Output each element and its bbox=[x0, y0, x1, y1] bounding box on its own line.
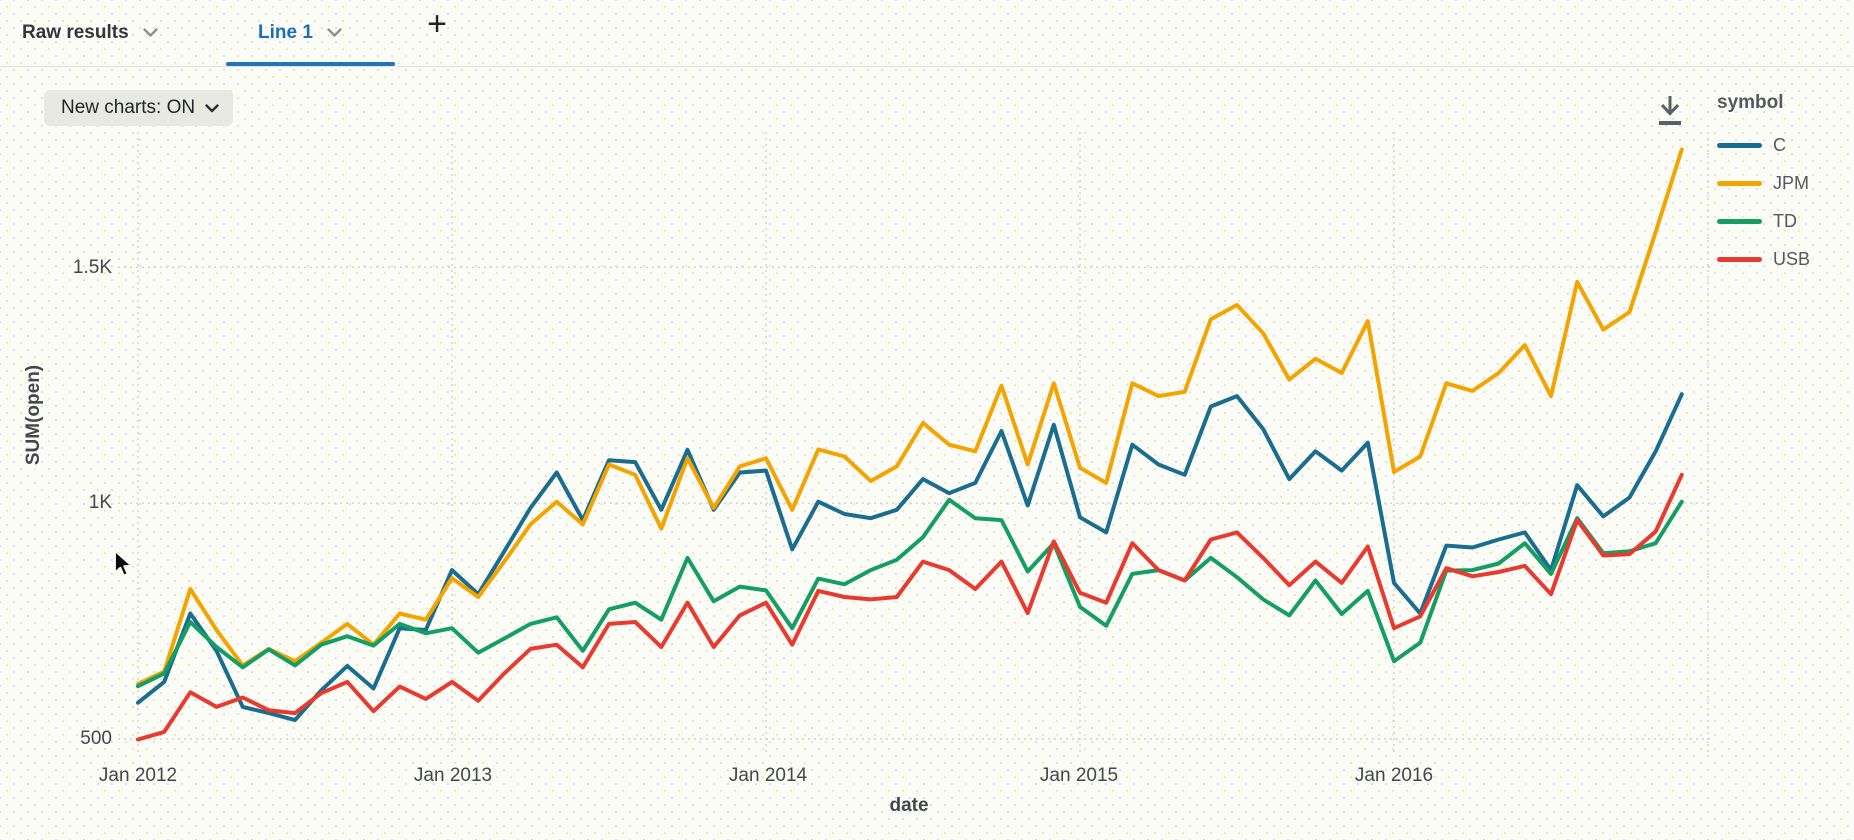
chevron-down-icon[interactable] bbox=[142, 22, 158, 44]
x-axis-title: date bbox=[889, 795, 929, 816]
add-tab-button[interactable]: + bbox=[420, 7, 454, 41]
legend-item-jpm[interactable]: JPM bbox=[1717, 172, 1847, 195]
x-axis-tick: Jan 2015 bbox=[1039, 765, 1119, 786]
legend-title: symbol bbox=[1717, 92, 1784, 113]
tab-line-1-label: Line 1 bbox=[258, 22, 313, 43]
x-axis-tick: Jan 2014 bbox=[728, 765, 808, 786]
y-axis-tick: 1K bbox=[88, 492, 112, 513]
tab-line-1[interactable]: Line 1 bbox=[258, 0, 342, 66]
y-axis-tick: 500 bbox=[80, 728, 112, 749]
chart-legend: symbol C JPM TD USB bbox=[1717, 92, 1847, 286]
legend-item-label: USB bbox=[1773, 249, 1811, 269]
x-axis-tick: Jan 2012 bbox=[98, 765, 178, 786]
x-axis-tick: Jan 2013 bbox=[413, 765, 493, 786]
active-tab-underline bbox=[226, 62, 395, 66]
series-color-swatch bbox=[1717, 219, 1762, 224]
legend-item-usb[interactable]: USB bbox=[1717, 248, 1847, 271]
legend-item-td[interactable]: TD bbox=[1717, 210, 1847, 233]
chevron-down-icon bbox=[205, 97, 219, 119]
legend-item-label: C bbox=[1773, 135, 1786, 155]
new-charts-toggle-button[interactable]: New charts: ON bbox=[44, 90, 234, 126]
tab-raw-results-label: Raw results bbox=[22, 22, 129, 43]
download-chart-button[interactable] bbox=[1650, 90, 1690, 134]
legend-item-label: JPM bbox=[1773, 173, 1809, 193]
series-color-swatch bbox=[1717, 143, 1762, 148]
legend-item-c[interactable]: C bbox=[1717, 134, 1847, 157]
tab-raw-results[interactable]: Raw results bbox=[22, 0, 158, 66]
download-icon bbox=[1650, 96, 1690, 138]
x-axis-tick: Jan 2016 bbox=[1354, 765, 1434, 786]
mouse-cursor bbox=[112, 549, 138, 584]
series-color-swatch bbox=[1717, 181, 1762, 186]
series-color-swatch bbox=[1717, 257, 1762, 262]
new-charts-toggle-label: New charts: ON bbox=[61, 97, 196, 118]
legend-item-label: TD bbox=[1773, 211, 1797, 231]
chevron-down-icon[interactable] bbox=[327, 22, 342, 44]
plus-icon: + bbox=[427, 5, 447, 43]
tab-bar: Raw results Line 1 + bbox=[0, 0, 1854, 67]
y-axis-tick: 1.5K bbox=[72, 257, 112, 278]
